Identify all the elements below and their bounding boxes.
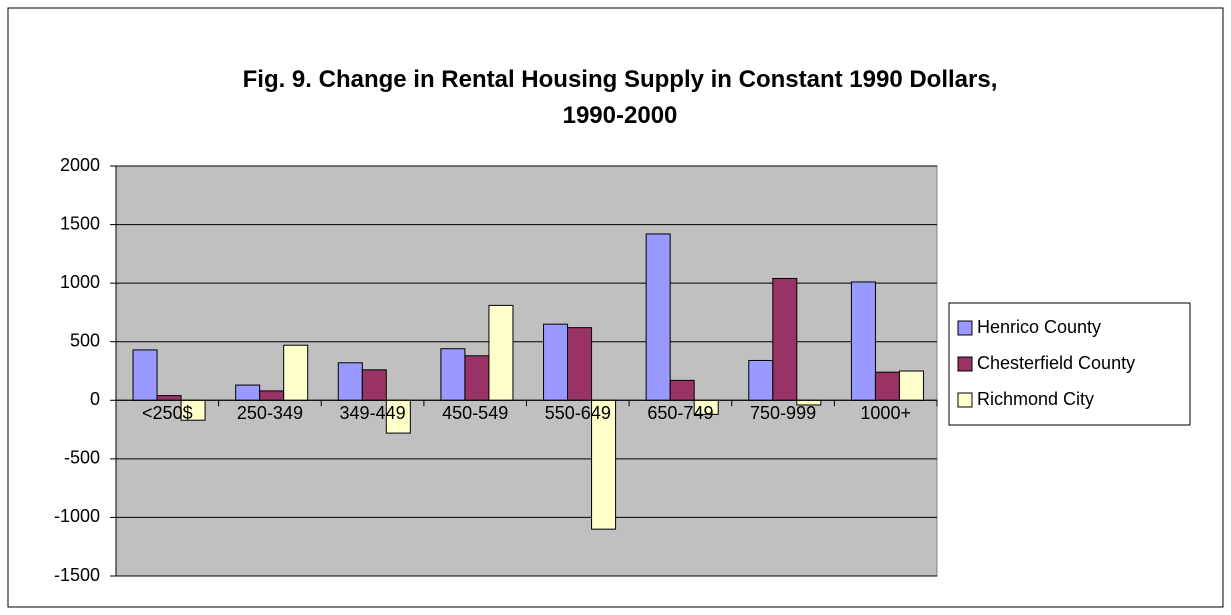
legend-label: Chesterfield County [977,353,1135,373]
y-tick-label: 0 [90,389,100,409]
legend [948,302,1191,426]
bar [132,349,158,401]
x-tick-label: 550-649 [545,403,611,423]
x-tick-label: 250-349 [237,403,303,423]
bar [156,395,182,401]
bar [874,371,900,401]
bar [567,327,593,401]
bar [440,348,466,401]
x-tick-label: <250$ [142,403,193,423]
x-tick-label: 650-749 [647,403,713,423]
plot-area [115,165,938,577]
y-tick-label: -500 [64,448,100,468]
bar [898,370,924,401]
bar [748,359,774,401]
bar [645,233,671,401]
y-tick-label: -1500 [54,565,100,585]
legend-label: Richmond City [977,389,1094,409]
legend-swatch [957,392,973,408]
x-tick-label: 450-549 [442,403,508,423]
bar [850,281,876,401]
y-tick-label: 500 [70,330,100,350]
bar [235,384,261,401]
y-tick-label: 1000 [60,272,100,292]
legend-swatch [957,320,973,336]
bar [464,355,490,401]
x-tick-label: 750-999 [750,403,816,423]
y-tick-label: 2000 [60,155,100,175]
x-tick-label: 1000+ [860,403,911,423]
bar [283,344,309,401]
y-tick-label: -1000 [54,506,100,526]
bar [669,379,695,401]
bar [337,362,363,401]
legend-swatch [957,356,973,372]
bar [259,390,285,401]
bar [591,399,617,530]
bar [361,369,387,401]
x-tick-label: 349-449 [340,403,406,423]
y-tick-label: 1500 [60,213,100,233]
bar [543,323,569,401]
bar [772,277,798,401]
chart-title: Fig. 9. Change in Rental Housing Supply … [242,66,998,129]
bar [488,304,514,401]
legend-label: Henrico County [977,317,1101,337]
